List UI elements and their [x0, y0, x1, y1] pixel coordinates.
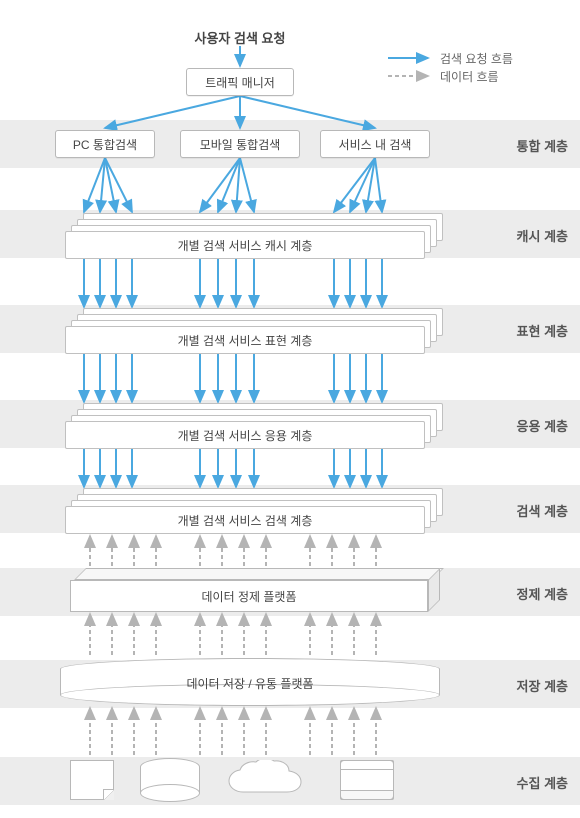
- integration-mobile: 모바일 통합검색: [180, 130, 300, 158]
- source-cloud-icon: [225, 760, 305, 802]
- search-stack: 개별 검색 서비스 검색 계층: [65, 488, 443, 534]
- store-platform: 데이터 저장 / 유통 플랫폼: [60, 658, 440, 706]
- legend-request: 검색 요청 흐름: [440, 50, 513, 67]
- source-db-icon: [140, 758, 200, 802]
- app-stack: 개별 검색 서비스 응용 계층: [65, 403, 443, 449]
- store-platform-label: 데이터 저장 / 유통 플랫폼: [60, 675, 440, 692]
- present-stack-label: 개별 검색 서비스 표현 계층: [65, 326, 425, 354]
- traffic-manager-box: 트래픽 매니저: [186, 68, 294, 96]
- cache-stack: 개별 검색 서비스 캐시 계층: [65, 213, 443, 259]
- source-doc-icon: [340, 760, 394, 800]
- search-stack-label: 개별 검색 서비스 검색 계층: [65, 506, 425, 534]
- legend-data: 데이터 흐름: [440, 68, 499, 85]
- refine-platform: 데이터 정제 플랫폼: [70, 568, 440, 612]
- source-note-icon: [70, 760, 114, 800]
- cache-stack-label: 개별 검색 서비스 캐시 계층: [65, 231, 425, 259]
- app-stack-label: 개별 검색 서비스 응용 계층: [65, 421, 425, 449]
- integration-service: 서비스 내 검색: [320, 130, 430, 158]
- integration-pc: PC 통합검색: [55, 130, 155, 158]
- present-stack: 개별 검색 서비스 표현 계층: [65, 308, 443, 354]
- refine-platform-label: 데이터 정제 플랫폼: [70, 580, 428, 612]
